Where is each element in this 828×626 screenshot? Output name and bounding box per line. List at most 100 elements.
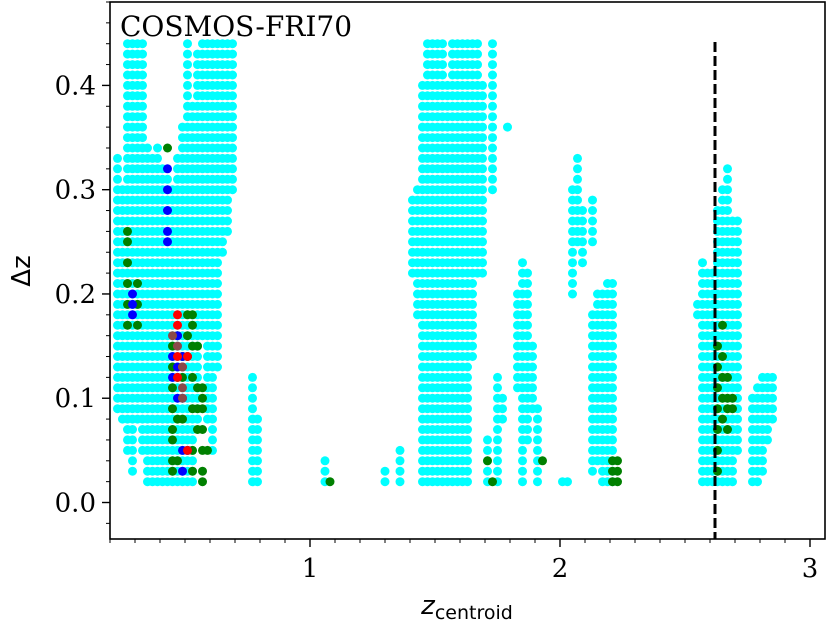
cyan-point — [533, 414, 542, 424]
cyan-point — [213, 352, 222, 361]
cyan-point — [213, 268, 222, 278]
brown-point — [178, 383, 187, 393]
cyan-point — [463, 372, 472, 382]
cyan-point — [208, 414, 217, 424]
cyan-point — [138, 60, 147, 70]
cyan-point — [518, 466, 527, 476]
cyan-point — [528, 372, 537, 382]
cyan-point — [113, 174, 122, 184]
cyan-point — [113, 164, 122, 174]
cyan-point — [523, 279, 532, 288]
red-point — [173, 352, 182, 361]
cyan-point — [523, 299, 532, 309]
red-point — [173, 372, 182, 382]
green-point — [728, 404, 737, 414]
cyan-point — [113, 153, 122, 163]
cyan-point — [733, 310, 742, 320]
cyan-point — [608, 299, 617, 309]
green-point — [723, 425, 732, 434]
cyan-point — [478, 80, 487, 90]
x-tick-label: 1 — [302, 554, 319, 584]
cyan-point — [728, 477, 737, 487]
cyan-point — [518, 258, 527, 268]
cyan-point — [768, 383, 777, 393]
cyan-point — [320, 456, 330, 466]
green-point — [123, 237, 132, 247]
green-point — [168, 466, 177, 476]
cyan-point — [523, 425, 532, 434]
cyan-point — [463, 445, 472, 455]
green-point — [163, 143, 172, 153]
cyan-point — [463, 383, 472, 393]
cyan-point — [478, 247, 487, 257]
cyan-point — [320, 466, 330, 476]
cyan-point — [183, 39, 192, 49]
cyan-point — [463, 393, 472, 403]
cyan-point — [143, 143, 152, 153]
cyan-point — [518, 456, 527, 466]
y-tick-label: 0.2 — [55, 280, 96, 310]
green-point — [203, 445, 212, 455]
cyan-point — [183, 91, 192, 101]
cyan-point — [733, 320, 742, 330]
cyan-point — [483, 435, 492, 445]
cyan-point — [488, 133, 497, 143]
cyan-point — [208, 393, 217, 403]
cyan-point — [183, 80, 192, 90]
green-point — [173, 456, 182, 466]
cyan-point — [478, 91, 487, 101]
cyan-point — [248, 393, 257, 403]
cyan-point — [493, 466, 502, 476]
cyan-point — [380, 477, 390, 487]
green-point — [325, 477, 335, 487]
cyan-point — [493, 445, 502, 455]
blue-point — [128, 289, 137, 299]
cyan-point — [573, 185, 582, 195]
cyan-point — [228, 60, 237, 70]
green-point — [183, 331, 192, 341]
cyan-point — [733, 258, 742, 268]
cyan-point — [213, 320, 222, 330]
cyan-point — [518, 477, 527, 487]
cyan-point — [568, 258, 577, 268]
cyan-point — [723, 174, 732, 184]
cyan-point — [188, 435, 197, 445]
cyan-point — [733, 435, 742, 445]
blue-point — [163, 237, 172, 247]
cyan-point — [733, 362, 742, 372]
cyan-point — [473, 70, 482, 80]
cyan-point — [468, 352, 477, 361]
cyan-point — [253, 477, 262, 487]
cyan-point — [253, 435, 262, 445]
cyan-point — [468, 341, 477, 351]
cyan-point — [503, 122, 512, 132]
cyan-point — [193, 414, 202, 424]
cyan-point — [528, 341, 537, 351]
cyan-point — [733, 372, 742, 382]
cyan-point — [733, 425, 742, 434]
cyan-point — [193, 362, 202, 372]
cyan-point — [478, 216, 487, 226]
cyan-point — [763, 425, 772, 434]
green-point — [188, 372, 197, 382]
green-point — [168, 435, 177, 445]
cyan-point — [478, 153, 487, 163]
brown-point — [178, 362, 187, 372]
cyan-point — [733, 299, 742, 309]
green-point — [613, 456, 622, 466]
cyan-point — [608, 393, 617, 403]
cyan-point — [138, 112, 147, 122]
cyan-point — [478, 268, 487, 278]
cyan-point — [228, 143, 237, 153]
brown-point — [168, 331, 177, 341]
cyan-point — [568, 289, 577, 299]
cyan-point — [153, 153, 162, 163]
cyan-point — [498, 393, 507, 403]
x-axis-label-main: z — [420, 591, 436, 621]
cyan-point — [463, 404, 472, 414]
cyan-point — [395, 456, 405, 466]
cyan-point — [253, 425, 262, 434]
cyan-point — [573, 174, 582, 184]
cyan-point — [463, 414, 472, 424]
chart-title: COSMOS-FRI70 — [120, 10, 352, 43]
